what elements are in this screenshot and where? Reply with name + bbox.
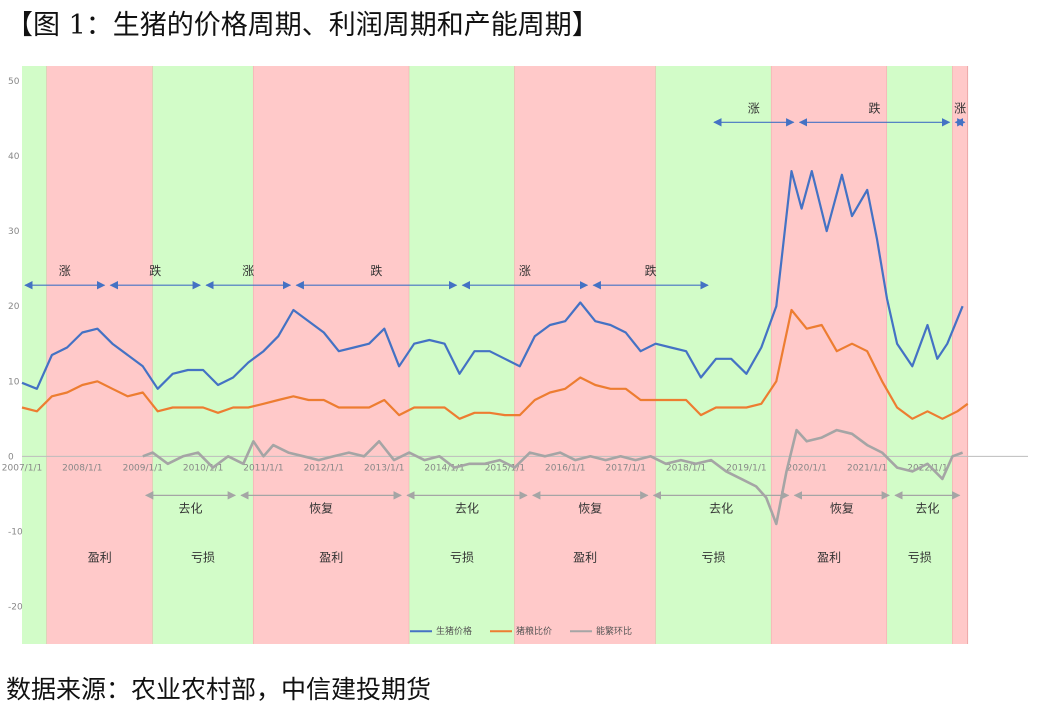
x-tick-label: 2013/1/1 [364,463,404,473]
y-tick-label: -20 [8,602,23,612]
band-profit [514,66,656,644]
band-label: 亏损 [450,550,474,564]
band-loss [887,66,953,644]
y-tick-label: 40 [8,152,20,162]
band-label: 盈利 [319,550,343,564]
series-line-ratio [21,308,969,420]
figure-title: 【图 1：生猪的价格周期、利润周期和产能周期】 [6,10,599,41]
price-cycle-label: 涨 [519,263,531,278]
capacity-cycle-label: 恢复 [578,502,602,516]
price-cycle-label: 跌 [645,263,657,278]
price-cycle-label: 涨 [59,263,71,278]
band-profit [771,66,888,644]
capacity-cycle-label: 去化 [455,502,479,516]
capacity-cycle-label: 去化 [178,502,202,516]
x-tick-label: 2020/1/1 [786,463,826,473]
capacity-cycle-label: 去化 [709,502,733,516]
price-cycle-label: 涨 [242,263,254,278]
legend-label: 能繁环比 [596,625,632,637]
band-label: 亏损 [191,550,215,564]
y-tick-label: -10 [8,527,23,537]
x-tick-label: 2012/1/1 [304,463,344,473]
band-label: 亏损 [908,550,932,564]
x-tick-label: 2010/1/1 [183,463,223,473]
x-tick-label: 2018/1/1 [666,463,706,473]
x-tick-label: 2015/1/1 [485,463,525,473]
y-tick-label: 20 [8,302,20,312]
capacity-cycle-label: 去化 [915,502,939,516]
x-tick-label: 2008/1/1 [62,463,102,473]
price-cycle-label: 跌 [149,263,161,278]
band-profit [952,66,968,644]
legend-label: 生猪价格 [436,625,472,637]
series-line-sows [142,428,964,526]
band-loss [22,66,47,644]
band-label: 盈利 [573,550,597,564]
chart: 盈利 亏损 盈利 亏损 盈利 亏损 盈利 亏损 50 40 30 20 10 0 -10 -20 2007/1/… [2,66,1028,644]
x-tick-label: 2014/1/1 [424,463,464,473]
y-tick-label: 30 [8,227,20,237]
x-tick-label: 2021/1/1 [847,463,887,473]
price-cycle-label: 跌 [869,100,881,115]
legend-label: 猪粮比价 [516,625,552,637]
x-tick-label: 2017/1/1 [606,463,646,473]
y-tick-label: 10 [8,377,20,387]
price-cycle-label: 涨 [748,100,760,115]
band-label: 盈利 [88,550,112,564]
capacity-cycle-label: 恢复 [830,502,854,516]
band-label: 盈利 [817,550,841,564]
band-loss [152,66,254,644]
y-tick-label: 0 [8,452,14,462]
band-profit [253,66,410,644]
y-tick-label: 50 [8,77,20,87]
x-tick-label: 2011/1/1 [243,463,283,473]
price-cycle-label: 跌 [370,263,382,278]
x-tick-label: 2009/1/1 [123,463,163,473]
band-label: 亏损 [701,550,725,564]
x-tick-label: 2007/1/1 [2,463,42,473]
data-source: 数据来源：农业农村部，中信建投期货 [6,675,432,704]
band-profit [46,66,153,644]
band-loss [655,66,772,644]
series-line-price [21,170,964,390]
x-tick-label: 2016/1/1 [545,463,585,473]
capacity-cycle-label: 恢复 [309,502,333,516]
x-tick-label: 2022/1/1 [907,463,947,473]
x-tick-label: 2019/1/1 [726,463,766,473]
price-cycle-label: 涨 [954,100,966,115]
